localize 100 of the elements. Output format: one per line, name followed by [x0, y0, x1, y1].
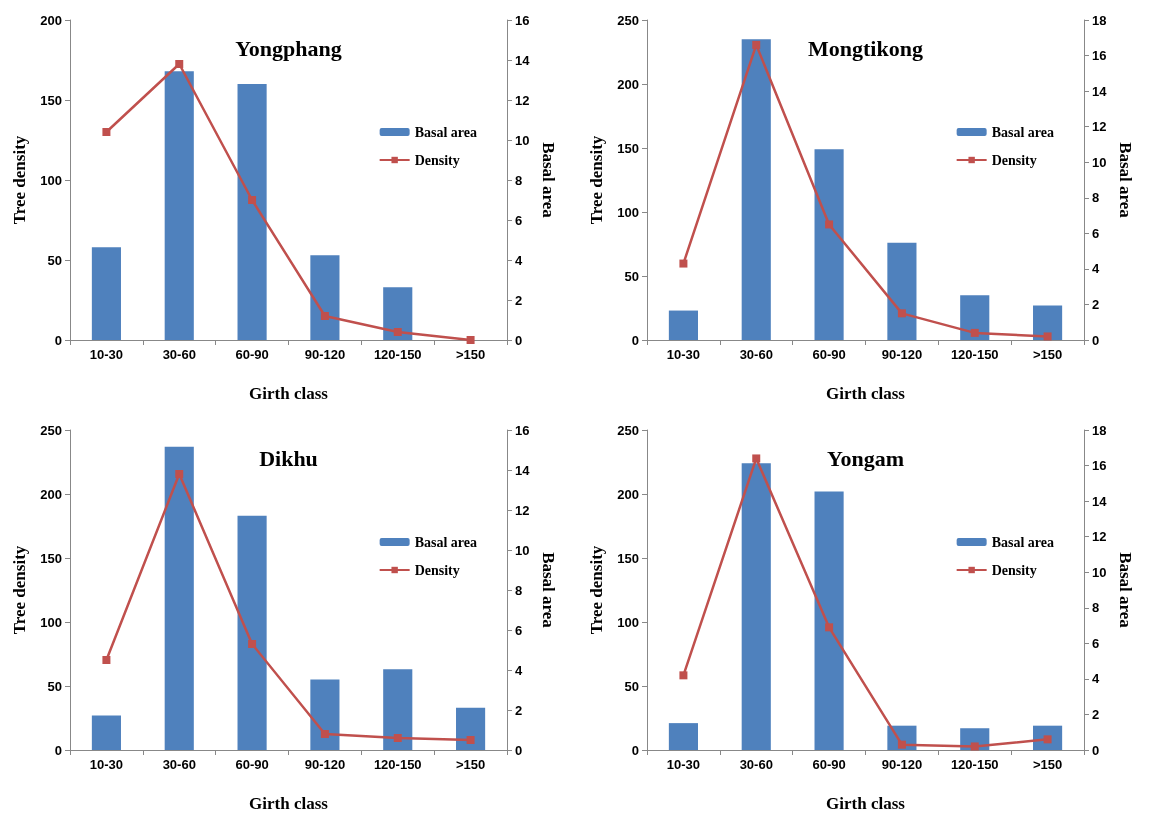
x-tick-label: 30-60: [162, 347, 196, 362]
y2-tick-label: 4: [1092, 261, 1100, 277]
y2-tick-label: 12: [515, 502, 530, 518]
point: [825, 623, 834, 632]
x-axis-title: Girth class: [826, 794, 906, 813]
y-tick-label: 50: [47, 252, 62, 268]
y2-tick-label: 2: [515, 702, 523, 718]
bar: [164, 71, 194, 340]
x-tick-label: >150: [1032, 757, 1063, 772]
legend-label: Density: [414, 152, 460, 168]
bar: [1033, 305, 1063, 340]
x-tick-label: 10-30: [666, 347, 701, 362]
y2-tick-label: 16: [1092, 458, 1107, 474]
y2-tick-label: 14: [1092, 83, 1108, 99]
bar: [164, 446, 194, 750]
bar: [741, 463, 771, 750]
bar: [814, 491, 844, 750]
bar: [741, 39, 771, 340]
y2-tick-label: 6: [1092, 635, 1100, 651]
y-tick-label: 0: [54, 332, 62, 348]
x-tick-label: 30-60: [739, 757, 773, 772]
y-tick-label: 50: [624, 268, 639, 284]
point: [897, 740, 906, 749]
x-tick-label: 120-150: [950, 347, 999, 362]
y2-tick-label: 4: [1092, 671, 1100, 687]
y2-tick-label: 0: [515, 332, 523, 348]
bar: [310, 255, 340, 340]
point: [248, 640, 257, 648]
y-tick-label: 200: [40, 486, 62, 502]
bar: [237, 84, 267, 340]
x-tick-label: 90-120: [304, 347, 346, 362]
y-tick-label: 0: [631, 332, 639, 348]
y2-tick-label: 10: [515, 132, 530, 148]
x-tick-label: 90-120: [304, 757, 346, 772]
point: [679, 671, 688, 680]
point: [825, 220, 834, 229]
y2-axis-title: Basal area: [1116, 552, 1136, 629]
y-tick-label: 150: [40, 550, 62, 566]
point: [248, 196, 257, 204]
legend-label: Basal area: [991, 534, 1055, 550]
y2-tick-label: 16: [1092, 48, 1107, 64]
point: [393, 328, 402, 336]
bar: [310, 679, 340, 750]
bar: [383, 669, 413, 750]
y-tick-label: 150: [617, 550, 639, 566]
bar: [91, 715, 121, 750]
bar: [960, 295, 990, 340]
x-tick-label: 30-60: [739, 347, 773, 362]
point: [1043, 332, 1052, 341]
bar: [814, 149, 844, 340]
x-tick-label: >150: [1032, 347, 1063, 362]
y2-axis-title: Basal area: [539, 552, 559, 629]
y-tick-label: 100: [617, 614, 639, 630]
bar: [237, 515, 267, 750]
y2-tick-label: 8: [515, 582, 523, 598]
y2-tick-label: 2: [1092, 296, 1100, 312]
bar: [887, 242, 917, 340]
y-tick-label: 100: [617, 204, 639, 220]
y2-tick-label: 14: [515, 462, 531, 478]
point: [175, 470, 184, 478]
bar: [456, 707, 486, 750]
bar: [91, 247, 121, 340]
legend-label: Basal area: [414, 534, 478, 550]
point: [970, 742, 979, 751]
x-tick-label: 10-30: [666, 757, 701, 772]
point: [970, 328, 979, 337]
y2-tick-label: 8: [1092, 190, 1100, 206]
y2-tick-label: 12: [1092, 529, 1107, 545]
y-tick-label: 50: [47, 678, 62, 694]
y-tick-label: 0: [631, 742, 639, 758]
y-axis-title: Tree density: [587, 545, 606, 635]
point: [752, 454, 761, 463]
x-axis-title: Girth class: [826, 384, 906, 403]
bar: [668, 310, 698, 340]
y2-tick-label: 14: [1092, 493, 1108, 509]
y2-tick-label: 6: [515, 622, 523, 638]
y-tick-label: 200: [617, 486, 639, 502]
y-tick-label: 250: [617, 12, 639, 28]
y2-tick-label: 4: [515, 662, 523, 678]
legend-label: Basal area: [991, 124, 1055, 140]
y2-tick-label: 16: [515, 12, 530, 28]
legend-label: Basal area: [414, 124, 478, 140]
text: Dikhu: [259, 445, 318, 471]
y2-tick-label: 6: [1092, 225, 1100, 241]
y2-tick-label: 0: [515, 742, 523, 758]
point: [102, 128, 111, 136]
point: [320, 312, 329, 320]
y2-tick-label: 2: [1092, 706, 1100, 722]
y-tick-label: 150: [617, 140, 639, 156]
x-tick-label: 120-150: [373, 757, 422, 772]
point: [897, 309, 906, 318]
point: [466, 336, 475, 344]
y2-tick-label: 18: [1092, 422, 1107, 438]
x-tick-label: 90-120: [881, 347, 923, 362]
y2-tick-label: 10: [1092, 564, 1107, 580]
y2-tick-label: 0: [1092, 332, 1100, 348]
y-tick-label: 250: [617, 422, 639, 438]
point: [466, 736, 475, 744]
legend-label: Density: [991, 562, 1037, 578]
bar: [383, 287, 413, 340]
